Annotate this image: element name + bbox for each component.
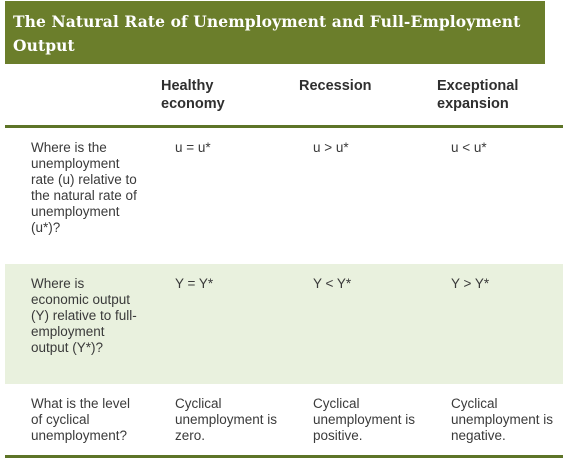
- cell-recession: Y < Y*: [313, 276, 352, 291]
- cell-healthy-economy: Cyclical unemployment is zero.: [175, 396, 278, 443]
- cell-healthy-economy: u = u*: [175, 140, 211, 155]
- header-rule: [5, 125, 563, 128]
- cell-healthy-economy: Y = Y*: [175, 276, 214, 291]
- table-title-bar: The Natural Rate of Unemployment and Ful…: [5, 1, 545, 64]
- table-title: The Natural Rate of Unemployment and Ful…: [13, 12, 521, 55]
- row-question: Where is economic output (Y) relative to…: [31, 276, 137, 355]
- footer-rule: [5, 455, 563, 458]
- column-header-healthy-economy: Healthy economy: [161, 78, 225, 112]
- cell-exceptional-expansion: u < u*: [451, 140, 487, 155]
- table-row-unemployment-rate: Where is the unemployment rate (u) relat…: [5, 128, 563, 264]
- table-row-economic-output: Where is economic output (Y) relative to…: [5, 264, 563, 384]
- cell-exceptional-expansion: Cyclical unemployment is negative.: [451, 396, 554, 443]
- column-header-recession: Recession: [299, 78, 372, 94]
- cell-recession: Cyclical unemployment is positive.: [313, 396, 416, 443]
- table-row-cyclical-unemployment: What is the level of cyclical unemployme…: [5, 384, 563, 456]
- column-header-exceptional-expansion: Exceptional expansion: [437, 78, 519, 112]
- cell-exceptional-expansion: Y > Y*: [451, 276, 490, 291]
- cell-recession: u > u*: [313, 140, 349, 155]
- row-question: Where is the unemployment rate (u) relat…: [31, 140, 137, 235]
- row-question: What is the level of cyclical unemployme…: [31, 396, 131, 443]
